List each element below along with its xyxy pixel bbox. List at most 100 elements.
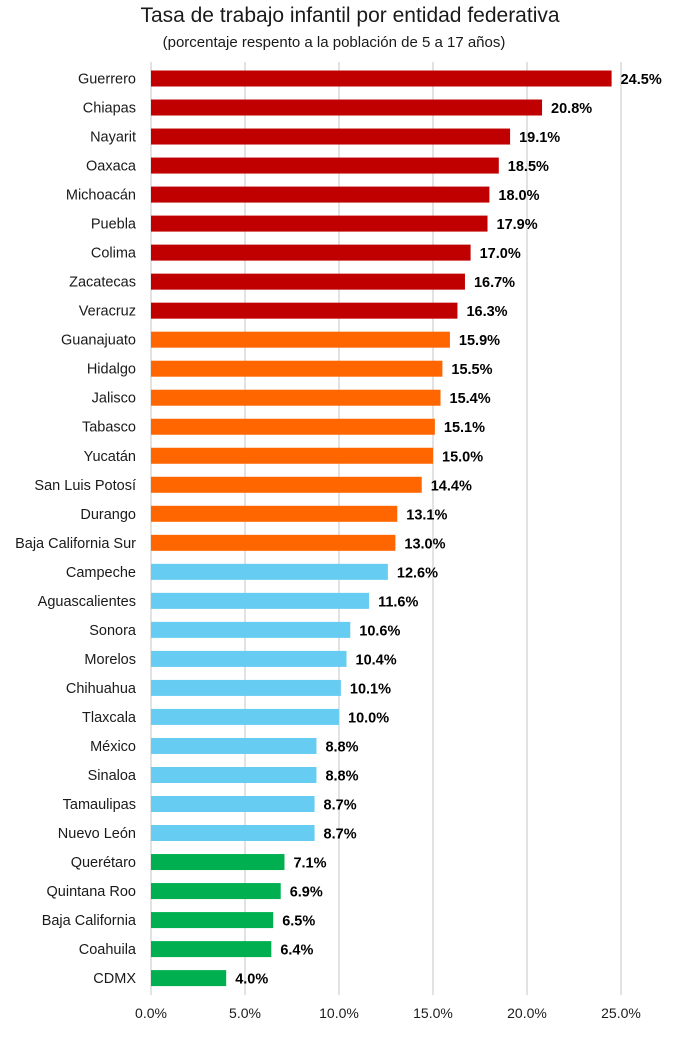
bar — [151, 157, 499, 174]
bar — [151, 534, 396, 551]
data-label: 16.3% — [466, 304, 507, 320]
bar — [151, 766, 317, 783]
bar — [151, 331, 450, 348]
data-label: 15.9% — [459, 333, 500, 349]
bar — [151, 273, 465, 290]
category-label: Veracruz — [79, 304, 136, 320]
x-tick-label: 15.0% — [413, 1005, 453, 1021]
category-label: Guerrero — [78, 72, 136, 88]
bar — [151, 302, 458, 319]
data-label: 17.9% — [497, 217, 538, 233]
bar — [151, 476, 422, 493]
data-label: 15.0% — [442, 449, 483, 465]
category-label: Chiapas — [83, 101, 136, 117]
category-label: Yucatán — [84, 449, 136, 465]
category-label: Quintana Roo — [47, 884, 136, 900]
bar — [151, 128, 511, 145]
category-label: Durango — [80, 507, 136, 523]
bar — [151, 941, 272, 958]
data-label: 13.1% — [406, 507, 447, 523]
category-label: Sonora — [89, 623, 137, 639]
category-label: Tabasco — [82, 420, 136, 436]
category-label: Colima — [91, 246, 137, 262]
bar — [151, 854, 285, 871]
bar — [151, 447, 433, 464]
bar — [151, 883, 281, 900]
category-label: Michoacán — [66, 188, 136, 204]
category-label: Nayarit — [90, 130, 136, 146]
bar — [151, 970, 227, 987]
category-label: Guanajuato — [61, 333, 136, 349]
bar — [151, 505, 398, 522]
bar — [151, 389, 441, 406]
data-label: 8.8% — [325, 768, 358, 784]
x-tick-label: 10.0% — [319, 1005, 359, 1021]
bar — [151, 99, 543, 116]
data-label: 10.4% — [356, 652, 397, 668]
x-tick-label: 20.0% — [507, 1005, 547, 1021]
bar — [151, 912, 274, 929]
data-label: 15.5% — [451, 362, 492, 378]
data-label: 11.6% — [378, 594, 418, 610]
bar — [151, 796, 315, 812]
data-label: 10.6% — [359, 623, 400, 639]
data-label: 15.4% — [450, 391, 491, 407]
data-label: 10.0% — [348, 710, 389, 726]
data-label: 13.0% — [404, 536, 445, 552]
bar — [151, 679, 341, 696]
category-label: Morelos — [84, 652, 136, 668]
category-label: Querétaro — [71, 855, 136, 871]
category-label: Chihuahua — [66, 681, 137, 697]
category-label: Nuevo León — [58, 826, 136, 842]
data-label: 17.0% — [480, 246, 521, 262]
data-label: 6.4% — [280, 943, 313, 959]
category-label: Sinaloa — [88, 768, 137, 784]
data-label: 20.8% — [551, 101, 592, 117]
bar — [151, 70, 612, 87]
bar — [151, 418, 435, 435]
data-label: 14.4% — [431, 478, 472, 494]
category-label: Hidalgo — [87, 362, 136, 378]
chart-title: Tasa de trabajo infantil por entidad fed… — [140, 4, 560, 27]
category-label: Campeche — [66, 565, 136, 581]
data-label: 18.0% — [498, 188, 539, 204]
data-label: 7.1% — [293, 856, 326, 872]
data-label: 16.7% — [474, 275, 515, 291]
bar — [151, 592, 370, 609]
category-label: Tamaulipas — [63, 797, 136, 813]
x-tick-label: 0.0% — [135, 1005, 167, 1021]
category-label: Jalisco — [92, 391, 136, 407]
category-label: CDMX — [93, 971, 136, 987]
data-label: 6.5% — [282, 914, 315, 930]
data-label: 15.1% — [444, 420, 485, 436]
bar — [151, 360, 443, 377]
category-label: Aguascalientes — [38, 594, 136, 610]
data-label: 19.1% — [519, 130, 560, 146]
data-label: 4.0% — [235, 972, 268, 988]
chart-subtitle: (porcentaje respento a la población de 5… — [162, 34, 506, 51]
bar — [151, 244, 471, 261]
bar — [151, 563, 388, 580]
x-tick-label: 5.0% — [229, 1005, 261, 1021]
data-label: 18.5% — [508, 159, 549, 175]
bar — [151, 737, 317, 754]
bar — [151, 186, 490, 203]
category-label: Baja California — [42, 913, 137, 929]
category-label: México — [90, 739, 136, 755]
x-tick-label: 25.0% — [601, 1005, 641, 1021]
category-label: Baja California Sur — [15, 536, 136, 552]
bar — [151, 650, 347, 667]
bar — [151, 215, 488, 232]
category-label: Tlaxcala — [82, 710, 137, 726]
data-label: 12.6% — [397, 565, 438, 581]
category-label: Puebla — [91, 217, 137, 233]
category-label: San Luis Potosí — [34, 478, 136, 494]
bar — [151, 708, 339, 725]
data-label: 8.7% — [324, 827, 357, 843]
category-label: Zacatecas — [69, 275, 136, 291]
category-label: Coahuila — [79, 942, 137, 958]
bar — [151, 621, 351, 638]
bar — [151, 825, 315, 842]
